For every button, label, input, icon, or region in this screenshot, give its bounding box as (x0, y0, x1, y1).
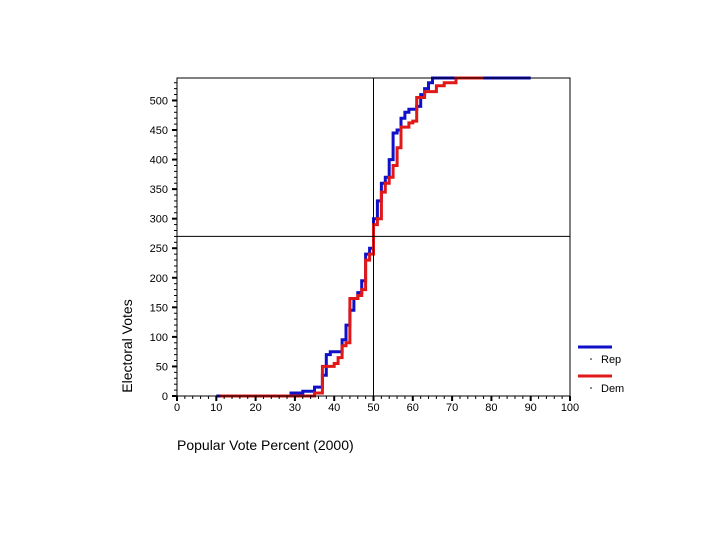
y-tick-label: 150 (150, 302, 168, 314)
x-tick-label: 60 (407, 402, 419, 414)
x-tick-label: 0 (174, 402, 180, 414)
y-tick-label: 350 (150, 184, 168, 196)
x-tick-label: 50 (367, 402, 379, 414)
y-axis: 0 50 100 150 200 250 300 350 400 450 500 (150, 82, 177, 403)
y-axis-title: Electoral Votes (119, 299, 135, 392)
y-tick-label: 50 (156, 361, 168, 373)
y-tick-label: 0 (162, 391, 168, 403)
legend-label-rep: Rep (601, 354, 621, 366)
x-tick-label: 80 (485, 402, 497, 414)
x-tick-label: 20 (249, 402, 261, 414)
x-axis-title: Popular Vote Percent (2000) (177, 437, 354, 453)
legend-marker-rep (590, 358, 592, 360)
y-tick-label: 450 (150, 125, 168, 137)
y-tick-label: 500 (150, 95, 168, 107)
series-line-dem (220, 76, 484, 398)
legend-label-dem: Dem (601, 383, 624, 395)
legend: Rep Dem (578, 345, 624, 395)
y-tick-label: 100 (150, 332, 168, 344)
x-axis: 0 10 20 30 40 50 60 70 80 90 100 (174, 396, 579, 414)
y-tick-label: 250 (150, 243, 168, 255)
legend-marker-dem (590, 387, 592, 389)
x-tick-label: 100 (561, 402, 579, 414)
x-tick-label: 90 (525, 402, 537, 414)
y-tick-label: 400 (150, 155, 168, 167)
x-tick-label: 70 (446, 402, 458, 414)
x-tick-label: 30 (289, 402, 301, 414)
y-tick-label: 200 (150, 273, 168, 285)
y-tick-label: 300 (150, 214, 168, 226)
x-tick-label: 40 (328, 402, 340, 414)
x-tick-label: 10 (210, 402, 222, 414)
